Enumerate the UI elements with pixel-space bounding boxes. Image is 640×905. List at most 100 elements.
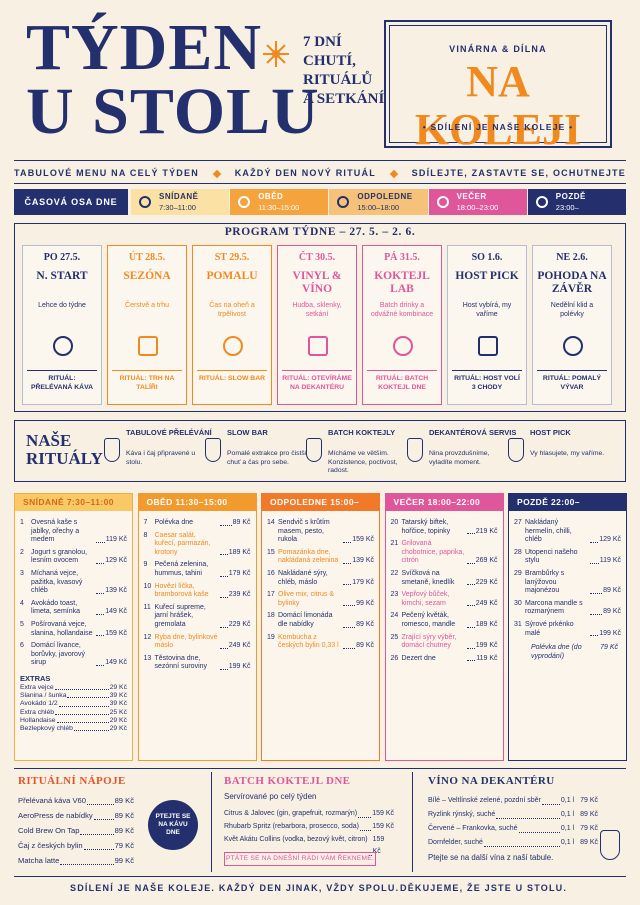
day-date: ÚT 28.5. bbox=[128, 252, 166, 263]
ritual-title: SLOW BAR bbox=[227, 428, 268, 437]
menu-item: 6 Domácí livance, borůvky, javorový sirup… bbox=[20, 642, 127, 668]
item-name: Kuřecí supreme, jarní hrášek, gremolata bbox=[154, 603, 206, 628]
item-price: 199 Kč bbox=[475, 642, 498, 650]
ritual-icon bbox=[104, 438, 120, 462]
day-ritual: RITUÁL: POMALÝ VÝVAR bbox=[542, 375, 602, 391]
note-text: Polévka dne (do vyprodání) bbox=[531, 644, 582, 660]
brand-name: NA KOLEJI bbox=[414, 57, 582, 154]
menu-item: 19 Kombucha z českých bylin 0,33 l 89 Kč bbox=[267, 634, 374, 651]
item-number: 28 bbox=[514, 548, 522, 556]
item-number: 8 bbox=[143, 531, 148, 539]
menu-column: VEČER 18:00–22:00 20 Tatarský biftek, hořč… bbox=[384, 493, 504, 761]
item-name: Jogurt s granolou, lesním ovocem bbox=[31, 548, 88, 565]
rule bbox=[14, 768, 626, 769]
item-number: 1 bbox=[20, 519, 24, 526]
title-line: U STOLU bbox=[26, 75, 320, 148]
brand-inner-border bbox=[389, 25, 607, 143]
item-name: Kombucha z českých bylin 0,33 l bbox=[278, 633, 339, 650]
brand-slogan: • SDÍLENÍ JE NAŠE KOLEJE • bbox=[422, 122, 574, 132]
day-icon bbox=[563, 336, 583, 356]
day-card: ÚT 28.5. SEZÓNA Čerstvě a trhu RITUÁL: TRH … bbox=[107, 245, 187, 405]
day-card: NE 2.6. POHODA NA ZÁVĚR Nedělní klid a pol… bbox=[532, 245, 612, 405]
item-price: 199 Kč bbox=[228, 663, 251, 671]
item-price: 249 Kč bbox=[475, 599, 498, 607]
rituals-title: NAŠE RITUÁLY bbox=[26, 431, 103, 468]
item-number: 14 bbox=[267, 519, 275, 526]
column-header: VEČER 18:00–22:00 bbox=[385, 494, 503, 511]
item-name: Tatarský biftek, hořčice, topinky bbox=[401, 519, 451, 535]
item-price: 249 Kč bbox=[228, 642, 251, 650]
wine-volume: 0,1 l bbox=[560, 797, 575, 804]
timeline-slot: ODPOLEDNE 15:00–18:00 bbox=[328, 189, 428, 215]
extra-price: 25 Kč bbox=[109, 708, 127, 716]
cocktail-name: Květ Akátu Collins (vodka, bezový květ, … bbox=[224, 836, 368, 843]
leader bbox=[590, 541, 599, 543]
menu-item: 9 Pečená zelenina, hummus, tahini 179 Kč bbox=[144, 561, 251, 578]
menu-item: 16 Nakládané sýry, chléb, máslo 179 Kč bbox=[267, 570, 374, 587]
leader bbox=[219, 554, 228, 556]
wine-price: 79 Kč bbox=[580, 797, 598, 804]
item-number: 10 bbox=[143, 582, 152, 590]
diamond bbox=[389, 169, 399, 179]
day-date: NE 2.6. bbox=[556, 252, 588, 263]
day-ritual: RITUÁL: TRH NA TALÍŘI bbox=[119, 375, 175, 391]
day-ritual: RITUÁL: HOST VOLÍ 3 CHODY bbox=[454, 375, 520, 391]
item-name: Domácí limonáda dle nabídky bbox=[278, 612, 333, 628]
tagline-line: RITUÁLŮ bbox=[303, 72, 373, 88]
item-price: 189 Kč bbox=[475, 620, 498, 628]
wine-name: Bílé – Veltlínské zelené, pozdní sběr bbox=[428, 797, 541, 804]
item-price: 89 Kč bbox=[603, 608, 621, 616]
extras-title: EXTRAS bbox=[20, 673, 51, 683]
column-header: POZDĚ 22:00– bbox=[509, 494, 626, 511]
menu-item: 2 Jogurt s granolou, lesním ovocem 129 Kč bbox=[20, 549, 127, 566]
day-date: PÁ 31.5. bbox=[384, 252, 420, 263]
tagline-line: 7 DNÍ bbox=[303, 34, 342, 50]
leader bbox=[58, 705, 109, 707]
leader bbox=[343, 562, 352, 564]
item-name: Vepřový bůček, kimchi, sezam bbox=[401, 591, 450, 607]
tagline-line: A SETKÁNÍ bbox=[303, 91, 385, 107]
title-line: TÝDEN bbox=[26, 11, 263, 84]
drink-name: Čaj z českých bylin bbox=[18, 841, 83, 850]
wine-name: Dornfelder, suché bbox=[428, 839, 483, 846]
day-divider bbox=[452, 370, 522, 371]
day-desc: Čas na oheň a trpělivost bbox=[209, 302, 255, 318]
section-title: RITUÁLNÍ NÁPOJE bbox=[18, 775, 126, 787]
extra-name: Avokádo 1/2 bbox=[20, 700, 58, 708]
item-name: Marcona mandle s rozmarýnem bbox=[525, 599, 583, 616]
menu-column: POZDĚ 22:00– 27 Nakládaný hermelín, chilli… bbox=[508, 493, 627, 761]
day-divider bbox=[112, 370, 182, 371]
item-price: 129 Kč bbox=[599, 536, 621, 544]
cocktail-price: 159 Kč bbox=[372, 810, 394, 817]
item-price: 119 Kč bbox=[599, 557, 621, 565]
leader bbox=[73, 730, 109, 732]
menu-item: 23 Vepřový bůček, kimchi, sezam 249 Kč bbox=[391, 591, 498, 608]
item-name: Sýrové prkénko malé bbox=[525, 620, 574, 637]
menu-item: 30 Marcona mandle s rozmarýnem 89 Kč bbox=[514, 600, 621, 617]
leader bbox=[67, 697, 109, 699]
day-ritual: RITUÁL: PŘELÉVANÁ KÁVA bbox=[30, 375, 94, 391]
wine-row: Dornfelder, suché 0,1 l 89 Kč bbox=[428, 837, 598, 849]
item-number: 3 bbox=[20, 569, 24, 577]
item-price: 149 Kč bbox=[105, 608, 127, 616]
item-name: Zrající sýry výběr, domácí chutney bbox=[401, 633, 457, 650]
timeline-slot: OBĚD 11:30–15:00 bbox=[229, 189, 329, 215]
extra-price: 39 Kč bbox=[109, 700, 127, 708]
item-name: Ryba dne, bylinkové máslo bbox=[154, 633, 218, 650]
menu-item: 8 Caesar salát, kuřecí, parmazán, krotony… bbox=[144, 532, 251, 558]
slot-time: 15:00–18:00 bbox=[357, 203, 400, 212]
leader bbox=[86, 804, 114, 805]
item-number: 13 bbox=[143, 654, 152, 662]
item-number: 23 bbox=[390, 591, 399, 599]
leader bbox=[55, 713, 109, 715]
decanter-icon bbox=[600, 830, 620, 860]
drink-name: Matcha latte bbox=[18, 856, 60, 865]
item-price: 189 Kč bbox=[228, 548, 251, 556]
menu-item: 10 Hovězí líčka, bramborová kaše 239 Kč bbox=[144, 583, 251, 600]
wine-name: Ryzlink rýnský, suché bbox=[428, 811, 496, 818]
item-name: Nakládaný hermelín, chilli, chléb bbox=[525, 519, 572, 544]
leader bbox=[360, 830, 372, 831]
slot-time: 18:00–23:00 bbox=[456, 203, 499, 212]
slot-time: 23:00– bbox=[555, 203, 579, 212]
extra-item: Slanina / šunka 39 Kč bbox=[20, 692, 127, 700]
